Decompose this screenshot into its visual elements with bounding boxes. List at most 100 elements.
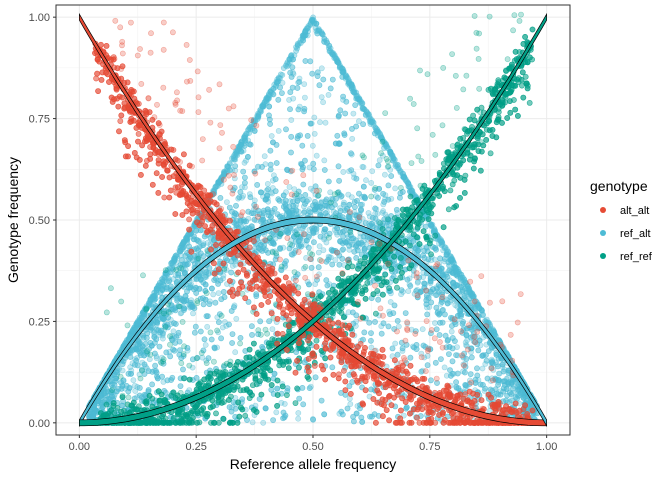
ref_alt-point <box>405 258 412 265</box>
ref_alt-point <box>295 106 302 113</box>
ref_alt-point <box>388 173 395 179</box>
ref_alt-point <box>349 135 356 142</box>
ref_alt-point <box>325 92 332 98</box>
ref_alt-point <box>163 349 170 356</box>
ref_alt-point <box>340 93 346 100</box>
ref_alt-point <box>189 364 196 371</box>
ref_alt-point <box>294 195 301 202</box>
ref_alt-point <box>327 254 334 261</box>
ref_alt-point <box>493 361 500 368</box>
ref_alt-point <box>402 235 409 242</box>
ref_alt-point <box>471 417 477 424</box>
ref_alt-point <box>240 168 247 175</box>
ref_alt-point <box>385 323 392 330</box>
ref_alt-point <box>433 292 439 298</box>
ref_alt-point <box>463 332 470 339</box>
ref_alt-point <box>400 213 406 220</box>
ref_alt-point <box>261 153 268 160</box>
ref_alt-point <box>281 400 288 407</box>
ref_alt-point <box>294 135 301 142</box>
ref_alt-point <box>383 382 390 389</box>
ref_alt-point <box>428 253 435 260</box>
ref_alt-point <box>463 342 469 349</box>
ref_alt-point <box>311 226 318 232</box>
ref_alt-point <box>323 277 330 284</box>
ref_alt-point <box>318 94 325 100</box>
ref_alt-point <box>373 206 380 212</box>
ref_alt-point <box>192 323 199 330</box>
ref_alt-point <box>454 344 460 350</box>
ref_alt-point <box>346 246 353 253</box>
ref_alt-point <box>191 329 198 336</box>
ref_alt-point <box>468 354 475 361</box>
ref_alt-point <box>129 360 136 367</box>
ref_alt-point <box>164 377 171 384</box>
ref_alt-point <box>201 336 208 343</box>
ref_alt-point <box>376 157 383 164</box>
ref_alt-point <box>241 174 248 181</box>
ref_alt-point <box>391 260 398 267</box>
ref_alt-point <box>514 391 521 397</box>
ref_alt-point <box>327 341 334 347</box>
ref_alt-point <box>254 211 261 218</box>
ref_alt-point <box>305 244 312 251</box>
ref_alt-point <box>229 331 236 337</box>
ref_alt-point <box>248 210 255 216</box>
ref_alt-point <box>443 297 450 304</box>
ref_alt-point <box>500 388 507 395</box>
ref_alt-point <box>288 117 295 123</box>
ref_alt-point <box>390 310 397 316</box>
ref_alt-point <box>353 175 360 182</box>
ref_alt-point <box>172 321 179 327</box>
ref_alt-point <box>277 245 283 252</box>
ref_alt-point <box>480 334 487 341</box>
ref_alt-point <box>349 379 356 385</box>
ref_alt-point <box>264 180 271 187</box>
ref_alt-point <box>264 195 271 202</box>
ref_alt-point <box>196 243 203 250</box>
ref_alt-point <box>126 384 133 391</box>
ref_alt-point <box>366 220 372 227</box>
ref_alt-point <box>398 291 404 298</box>
ref_alt-point <box>341 199 347 206</box>
ref_alt-point <box>363 177 369 184</box>
ref_alt-point <box>346 395 353 402</box>
ref_alt-point <box>282 197 289 204</box>
ref_alt-point <box>327 85 334 92</box>
ref_alt-point <box>436 409 443 416</box>
ref_alt-point <box>207 241 214 248</box>
ref_alt-point <box>302 191 309 198</box>
ref_alt-point <box>490 366 497 373</box>
ref_alt-point <box>228 269 235 276</box>
ref_alt-point <box>340 246 346 253</box>
ref_alt-point <box>433 326 440 333</box>
ref_alt-point <box>280 409 287 416</box>
ref_alt-point <box>318 65 325 72</box>
ref_alt-point <box>419 326 426 333</box>
ref_alt-point <box>345 214 352 221</box>
ref_alt-point <box>355 118 362 125</box>
ref_alt-point <box>516 400 523 407</box>
ref_alt-point <box>316 82 323 89</box>
ref_alt-point <box>148 324 155 331</box>
ref_alt-point <box>133 357 140 364</box>
ref_alt-point <box>252 205 259 212</box>
ref_alt-point <box>166 348 173 355</box>
ref_alt-point <box>385 182 392 189</box>
ref_alt-point <box>136 392 143 399</box>
ref_alt-point <box>360 164 367 170</box>
ref_alt-point <box>387 299 394 305</box>
ref_alt-point <box>386 257 392 264</box>
ref_alt-point <box>436 263 442 270</box>
ref_alt-point <box>280 198 286 205</box>
ref_alt-point <box>275 127 282 134</box>
ref_alt-point <box>241 179 248 186</box>
ref_alt-point <box>274 385 280 392</box>
ref_alt-point <box>428 290 435 297</box>
ref_alt-point <box>352 243 359 250</box>
ref_alt-point <box>170 276 177 282</box>
ref_alt-point <box>233 220 239 227</box>
ref_alt-point <box>307 58 314 65</box>
ref_alt-point <box>325 178 332 185</box>
ref_alt-point <box>351 204 358 210</box>
